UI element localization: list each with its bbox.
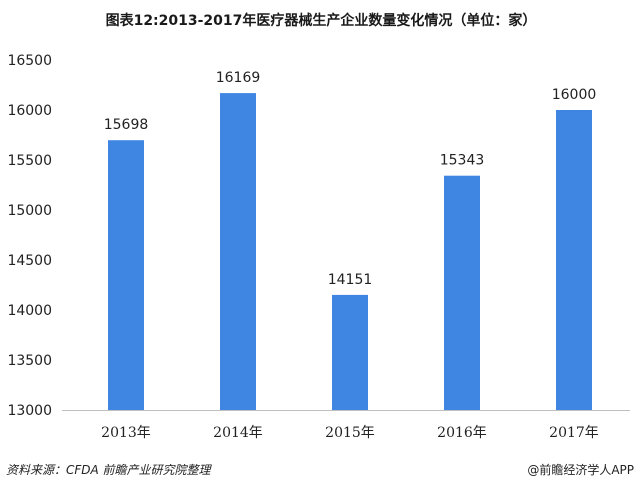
y-tick-label: 14500 <box>7 253 52 269</box>
y-tick-label: 14000 <box>7 303 52 319</box>
bar <box>556 110 592 410</box>
bar <box>108 140 144 410</box>
y-tick-label: 13000 <box>7 403 52 419</box>
bar <box>220 93 256 410</box>
y-tick-label: 16000 <box>7 103 52 119</box>
credit-note: @前瞻经济学人APP <box>527 463 634 477</box>
bar-data-label: 14151 <box>328 272 373 288</box>
bar <box>332 294 368 410</box>
y-tick-label: 13500 <box>7 353 52 369</box>
y-tick-label: 15500 <box>7 153 52 169</box>
source-note: 资料来源：CFDA 前瞻产业研究院整理 <box>6 463 211 477</box>
x-tick-label: 2014年 <box>213 425 263 441</box>
bar-data-label: 15343 <box>440 153 485 169</box>
bar-data-label: 16169 <box>216 70 261 86</box>
x-tick-label: 2016年 <box>437 425 487 441</box>
y-tick-label: 15000 <box>7 203 52 219</box>
x-tick-label: 2015年 <box>325 425 375 441</box>
bar <box>444 175 480 410</box>
bar-data-label: 16000 <box>552 87 597 103</box>
x-tick-label: 2017年 <box>549 425 599 441</box>
bar-data-label: 15698 <box>104 117 149 133</box>
chart-title: 图表12:2013-2017年医疗器械生产企业数量变化情况（单位：家） <box>105 13 537 29</box>
x-tick-label: 2013年 <box>101 425 151 441</box>
y-tick-label: 16500 <box>7 53 52 69</box>
